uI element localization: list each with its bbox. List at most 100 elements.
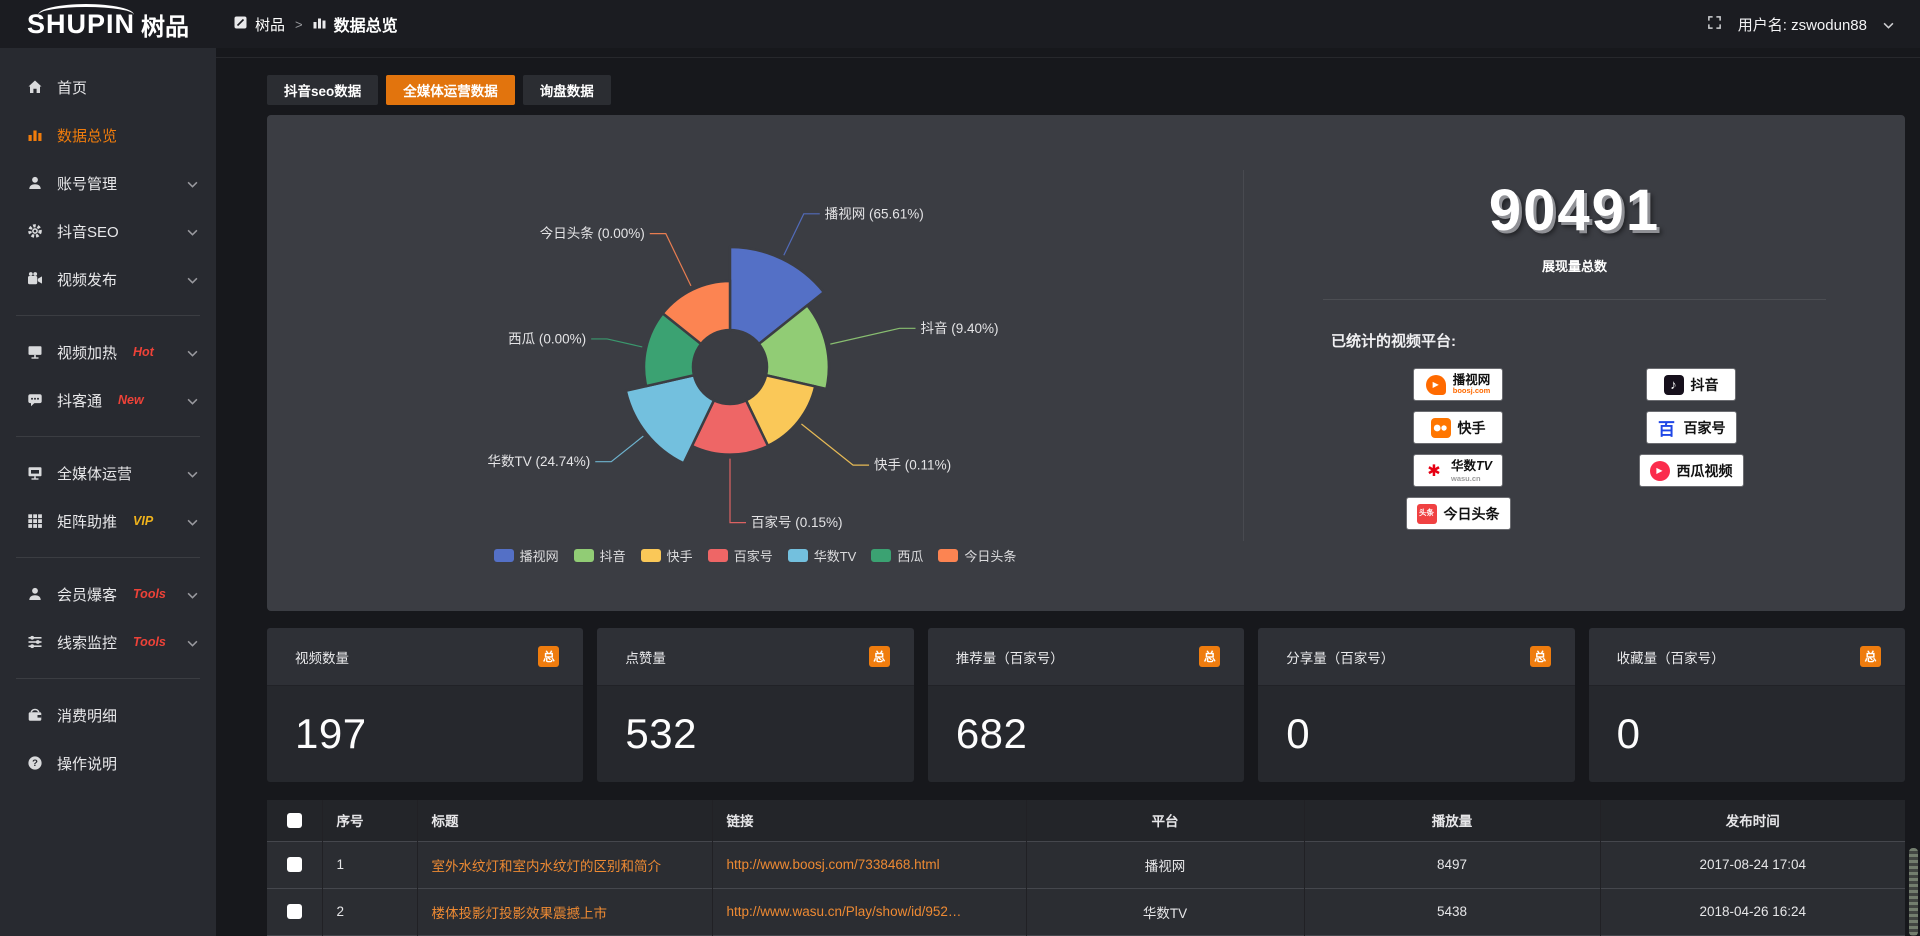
pie-label-line [783,213,820,256]
pie-label-今日头条: 今日头条 (0.00%) [540,225,645,241]
chart-legend: 播视网 抖音 快手 百家号 华数TV 西瓜 今日头条 [267,546,1243,565]
baijiahao-logo-icon: 百 [1658,420,1675,439]
column-header-平台: 平台 [1026,800,1305,841]
sidebar-item-label: 消费明细 [57,707,118,725]
cell-url-link[interactable]: http://www.wasu.cn/Play/show/id/952… [712,888,1027,935]
stat-card-title: 收藏量（百家号） [1616,650,1725,666]
cell-url-link[interactable]: http://www.boosj.com/7338468.html [712,841,1027,888]
platform-name: 今日头条 [1443,505,1500,522]
cell-title-link[interactable]: 室外水纹灯和室内水纹灯的区别和简介 [417,841,713,888]
sidebar-item-label: 首页 [57,79,88,97]
legend-item-播视网[interactable]: 播视网 [493,546,559,565]
sidebar-item-chat[interactable]: 抖客通 New [0,376,216,424]
chevron-down-icon [187,586,198,603]
sidebar-item-sliders[interactable]: 线索监控 Tools [0,618,216,666]
platform-sub: wasu.cn [1451,473,1481,483]
wasu-logo-icon: ✱ [1427,462,1441,480]
legend-label: 西瓜 [897,549,924,564]
sidebar-item-video-camera[interactable]: 视频发布 [0,255,216,303]
select-all-checkbox[interactable] [286,813,302,829]
sidebar-item-monitor-play[interactable]: 视频加热 Hot [0,328,216,376]
tab-bar: 抖音seo数据 全媒体运营数据 询盘数据 [267,75,1905,105]
legend-item-华数TV[interactable]: 华数TV [787,546,856,565]
sidebar-item-person[interactable]: 会员爆客 Tools [0,570,216,618]
legend-item-抖音[interactable]: 抖音 [573,546,626,565]
legend-color-chip [493,549,514,562]
row-checkbox[interactable] [286,857,302,873]
cell-title-link[interactable]: 楼体投影灯投影效果震撼上市 [417,888,713,935]
row-checkbox[interactable] [286,904,302,920]
tab-抖音seo数据[interactable]: 抖音seo数据 [267,75,379,105]
column-header-发布时间: 发布时间 [1725,814,1780,830]
brand-logo[interactable]: SHUPIN 树品 [0,0,216,48]
pie-slice-华数TV[interactable] [624,373,716,465]
sidebar-item-question[interactable]: ? 操作说明 [0,739,216,787]
panel-vertical-divider [1243,170,1244,541]
totals-divider [1323,299,1826,300]
scrollbar-thumb[interactable] [1909,848,1918,936]
sidebar-item-gear[interactable]: 抖音SEO [0,207,216,255]
legend-label: 百家号 [733,549,773,564]
pie-slice-今日头条[interactable] [661,279,732,346]
svg-text:?: ? [32,758,38,769]
tab-全媒体运营数据[interactable]: 全媒体运营数据 [386,75,515,105]
legend-item-快手[interactable]: 快手 [640,546,693,565]
tab-询盘数据[interactable]: 询盘数据 [522,75,611,105]
stat-card-推荐量（百家号）: 推荐量（百家号） 总 682 [927,628,1245,782]
impressions-total-value: 90491 [1488,178,1661,243]
cell-plays: 8497 [1304,841,1601,888]
platform-column: ▶ 播视网 boosj.com 快手 ✱ 华数TV wasu.cn 头条 今日头条 [1406,369,1510,529]
sidebar-item-home[interactable]: 首页 [0,63,216,111]
sidebar-item-badge: Hot [133,345,154,359]
sidebar-item-wallet[interactable]: 消费明细 [0,691,216,739]
chevron-down-icon [187,223,198,240]
stat-card-header: 推荐量（百家号） 总 [927,628,1245,686]
table-row[interactable]: 2 楼体投影灯投影效果震撼上市 http://www.wasu.cn/Play/… [267,888,1905,935]
wallet-icon [26,707,43,724]
legend-color-chip [787,549,808,562]
toutiao-logo-icon: 头条 [1416,503,1437,524]
gear-icon [26,223,43,240]
chevron-down-icon[interactable] [1883,16,1894,33]
fullscreen-icon[interactable] [1707,15,1722,34]
sidebar-item-label: 账号管理 [57,175,118,193]
stat-card-header: 点赞量 总 [597,628,914,686]
legend-item-今日头条[interactable]: 今日头条 [938,546,1016,565]
column-header-序号: 序号 [322,800,418,841]
breadcrumb-root[interactable]: 树品 [255,16,286,34]
kuaishou-logo-icon [1430,417,1451,438]
sidebar-item-label: 线索监控 [57,634,118,652]
pie-slice-抖音[interactable] [757,303,831,391]
bar-chart-icon [26,127,43,144]
pie-slice-播视网[interactable] [728,245,826,346]
platform-pie-chart: 播视网 (65.61%) 抖音 (9.40%) 快手 (0.11%) 百家号 (0.1… [267,115,1243,611]
total-badge: 总 [538,646,560,667]
legend-label: 快手 [666,549,693,564]
platform-badge-grid: ▶ 播视网 boosj.com 快手 ✱ 华数TV wasu.cn 头条 今日头条 ♪ 抖音百百家号… [1244,369,1905,529]
column-header-链接: 链接 [712,800,1027,841]
platform-name: 华数 [1451,459,1477,474]
legend-item-百家号[interactable]: 百家号 [707,546,773,565]
stat-card-value: 0 [1616,710,1641,757]
breadcrumb-current: 数据总览 [333,18,398,35]
row-checkbox-cell [267,888,323,935]
stat-card-title: 推荐量（百家号） [955,650,1064,666]
sidebar-item-monitor[interactable]: 全媒体运营 [0,449,216,497]
chevron-down-icon [187,465,198,482]
chevron-down-icon [187,392,198,409]
sidebar-item-user[interactable]: 账号管理 [0,159,216,207]
stat-card-收藏量（百家号）: 收藏量（百家号） 总 0 [1588,628,1906,782]
column-header-标题: 标题 [417,800,713,841]
stat-card-点赞量: 点赞量 总 532 [597,628,914,782]
sidebar-item-grid[interactable]: 矩阵助推 VIP [0,497,216,545]
stat-card-title: 视频数量 [295,650,349,666]
username[interactable]: 用户名: zswodun88 [1737,16,1867,34]
pie-label-line [649,233,692,287]
sidebar-item-bar-chart[interactable]: 数据总览 [0,111,216,159]
table-row[interactable]: 1 室外水纹灯和室内水纹灯的区别和简介 http://www.boosj.com… [267,841,1905,888]
legend-item-西瓜[interactable]: 西瓜 [871,546,923,565]
boosj-logo-icon: ▶ [1425,374,1446,395]
sidebar-item-badge: New [118,393,144,407]
sidebar-item-badge: Tools [133,587,166,601]
